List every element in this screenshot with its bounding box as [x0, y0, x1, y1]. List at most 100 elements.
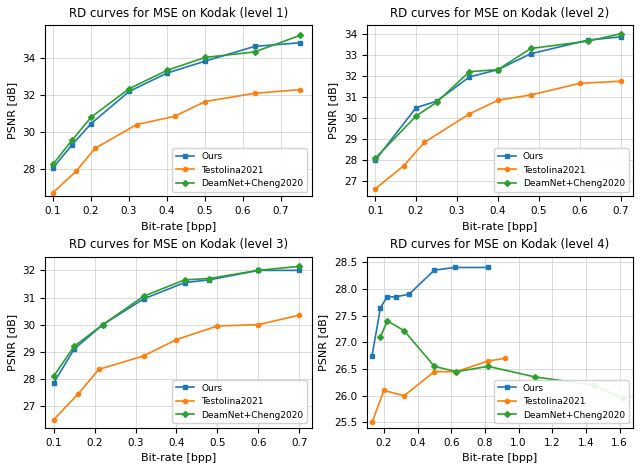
DeamNet+Cheng2020 [619, 396, 627, 401]
DeamNet+Cheng2020 [591, 382, 598, 388]
Testolina2021 [133, 122, 141, 127]
Testolina2021 [171, 113, 179, 119]
Testolina2021 [420, 140, 428, 145]
Testolina2021 [255, 322, 262, 328]
X-axis label: Bit-rate [bpp]: Bit-rate [bpp] [141, 221, 216, 232]
DeamNet+Cheng2020 [70, 344, 78, 349]
Testolina2021 [431, 369, 438, 375]
Line: DeamNet+Cheng2020: DeamNet+Cheng2020 [373, 31, 623, 160]
Ours [251, 44, 259, 49]
Ours [296, 40, 304, 46]
DeamNet+Cheng2020 [431, 363, 438, 369]
DeamNet+Cheng2020 [251, 49, 259, 55]
Testolina2021 [251, 91, 259, 96]
X-axis label: Bit-rate [bpp]: Bit-rate [bpp] [141, 453, 216, 463]
Testolina2021 [617, 78, 625, 84]
Ours [87, 121, 95, 126]
X-axis label: Bit-rate [bpp]: Bit-rate [bpp] [463, 221, 538, 232]
Testolina2021 [576, 80, 584, 86]
Testolina2021 [400, 393, 408, 399]
DeamNet+Cheng2020 [532, 374, 540, 380]
Ours [201, 58, 209, 64]
DeamNet+Cheng2020 [452, 369, 460, 375]
Ours [494, 67, 502, 72]
Ours [163, 70, 171, 76]
Y-axis label: PSNR [dB]: PSNR [dB] [328, 82, 339, 139]
Testolina2021 [50, 417, 58, 423]
DeamNet+Cheng2020 [87, 114, 95, 120]
DeamNet+Cheng2020 [205, 276, 213, 282]
Ours [140, 296, 148, 302]
Ours [50, 380, 58, 386]
Line: Testolina2021: Testolina2021 [370, 356, 507, 424]
Ours [451, 265, 458, 270]
Testolina2021 [527, 92, 534, 98]
Legend: Ours, Testolina2021, DeamNet+Cheng2020: Ours, Testolina2021, DeamNet+Cheng2020 [172, 380, 307, 423]
DeamNet+Cheng2020 [125, 86, 133, 92]
Title: RD curves for MSE on Kodak (level 2): RD curves for MSE on Kodak (level 2) [390, 7, 610, 20]
Testolina2021 [214, 323, 221, 329]
Testolina2021 [72, 169, 80, 174]
Ours [584, 37, 592, 43]
Ours [255, 267, 262, 273]
DeamNet+Cheng2020 [140, 293, 148, 299]
Testolina2021 [91, 146, 99, 151]
Line: Ours: Ours [373, 35, 623, 163]
Title: RD curves for MSE on Kodak (level 4): RD curves for MSE on Kodak (level 4) [390, 238, 610, 251]
Ours [431, 267, 438, 273]
Line: DeamNet+Cheng2020: DeamNet+Cheng2020 [51, 33, 302, 166]
Ours [484, 265, 492, 270]
Testolina2021 [296, 313, 303, 318]
DeamNet+Cheng2020 [163, 68, 171, 73]
Testolina2021 [173, 337, 180, 343]
DeamNet+Cheng2020 [412, 113, 420, 119]
DeamNet+Cheng2020 [201, 55, 209, 60]
DeamNet+Cheng2020 [527, 46, 534, 51]
Ours [412, 105, 420, 110]
Testolina2021 [95, 367, 102, 372]
DeamNet+Cheng2020 [68, 137, 76, 143]
Ours [465, 74, 473, 80]
Legend: Ours, Testolina2021, DeamNet+Cheng2020: Ours, Testolina2021, DeamNet+Cheng2020 [494, 149, 628, 192]
DeamNet+Cheng2020 [383, 318, 391, 324]
Ours [376, 305, 384, 310]
DeamNet+Cheng2020 [296, 32, 304, 38]
DeamNet+Cheng2020 [376, 334, 384, 340]
Line: Testolina2021: Testolina2021 [52, 313, 301, 422]
Line: Testolina2021: Testolina2021 [51, 87, 302, 195]
Legend: Ours, Testolina2021, DeamNet+Cheng2020: Ours, Testolina2021, DeamNet+Cheng2020 [494, 380, 628, 423]
Testolina2021 [465, 111, 473, 117]
DeamNet+Cheng2020 [465, 69, 473, 75]
Testolina2021 [400, 163, 408, 168]
Ours [383, 294, 391, 300]
DeamNet+Cheng2020 [617, 31, 625, 37]
Ours [68, 142, 76, 148]
Testolina2021 [501, 355, 509, 361]
DeamNet+Cheng2020 [50, 373, 58, 379]
Ours [296, 267, 303, 273]
Y-axis label: PSNR [dB]: PSNR [dB] [7, 314, 17, 371]
Testolina2021 [371, 186, 379, 192]
Y-axis label: PSNR [dB]: PSNR [dB] [7, 82, 17, 139]
Y-axis label: PSNR [dB]: PSNR [dB] [319, 314, 328, 371]
DeamNet+Cheng2020 [296, 264, 303, 269]
Title: RD curves for MSE on Kodak (level 1): RD curves for MSE on Kodak (level 1) [69, 7, 288, 20]
Ours [99, 322, 107, 328]
Line: Testolina2021: Testolina2021 [373, 79, 623, 191]
Line: Ours: Ours [52, 268, 301, 385]
DeamNet+Cheng2020 [49, 161, 57, 167]
Line: Ours: Ours [51, 41, 302, 170]
DeamNet+Cheng2020 [584, 38, 592, 44]
Ours [180, 280, 188, 285]
Testolina2021 [49, 190, 57, 196]
Ours [392, 294, 399, 300]
Line: DeamNet+Cheng2020: DeamNet+Cheng2020 [52, 264, 301, 378]
DeamNet+Cheng2020 [484, 363, 492, 369]
Ours [433, 98, 440, 104]
Testolina2021 [74, 391, 82, 397]
Testolina2021 [494, 97, 502, 103]
Testolina2021 [484, 358, 492, 364]
DeamNet+Cheng2020 [433, 100, 440, 105]
Testolina2021 [380, 388, 388, 393]
Testolina2021 [452, 369, 460, 375]
